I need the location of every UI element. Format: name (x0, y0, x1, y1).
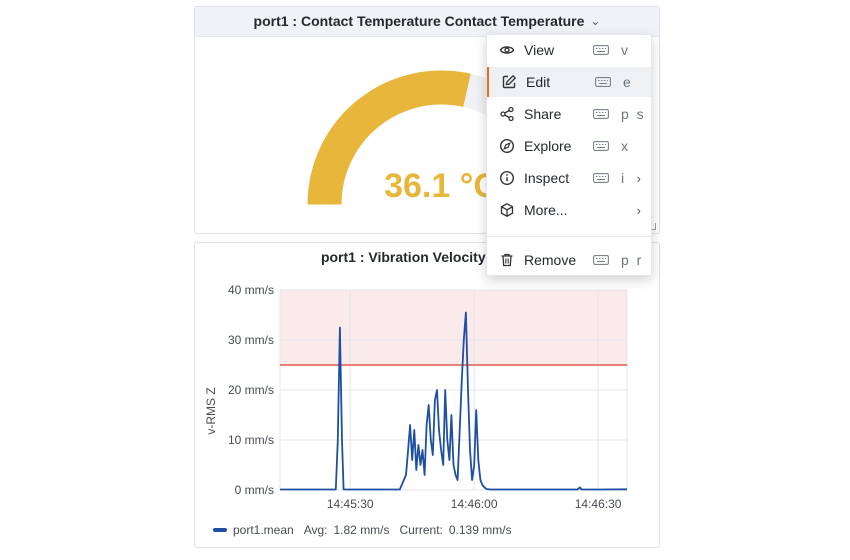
y-axis-label: v-RMS Z (204, 387, 218, 434)
compass-icon (499, 138, 515, 154)
menu-item-explore[interactable]: Explore x (487, 131, 651, 161)
keyboard-icon (593, 255, 609, 265)
y-tick-label: 10 mm/s (228, 433, 274, 447)
y-tick-label: 0 mm/s (235, 483, 274, 497)
menu-item-label: Edit (526, 74, 551, 90)
menu-item-label: More... (524, 202, 568, 218)
legend-current-label: Current: (399, 523, 443, 537)
menu-item-view[interactable]: View v (487, 35, 651, 65)
info-icon (499, 170, 515, 186)
menu-item-label: Inspect (524, 170, 570, 186)
menu-item-label: Share (524, 106, 562, 122)
chevron-right-icon: › (636, 202, 641, 218)
y-tick-label: 30 mm/s (228, 333, 274, 347)
keyboard-icon (593, 141, 609, 151)
keyboard-icon (593, 173, 609, 183)
menu-item-shortcut: i (621, 170, 627, 186)
trash-icon (499, 252, 515, 268)
menu-divider (487, 236, 651, 237)
menu-item-remove[interactable]: Remove p r (487, 245, 651, 275)
legend-avg-value: 1.82 mm/s (333, 523, 390, 537)
legend-series-name: port1.mean (233, 523, 294, 537)
gauge-panel-header[interactable]: port1 : Contact Temperature Contact Temp… (195, 7, 659, 37)
y-tick-label: 40 mm/s (228, 283, 274, 297)
menu-item-inspect[interactable]: Inspect i › (487, 163, 651, 193)
gauge-panel-title: port1 : Contact Temperature Contact Temp… (253, 13, 585, 29)
menu-item-shortcut: p s (621, 106, 646, 122)
chart-panel-header[interactable]: port1 : Vibration Velocity RMS Z (195, 243, 659, 272)
chart-legend[interactable]: port1.mean Avg: 1.82 mm/s Current: 0.139… (213, 523, 512, 537)
menu-item-label: Remove (524, 252, 577, 268)
menu-item-label: View (524, 42, 555, 58)
menu-item-label: Explore (524, 138, 572, 154)
keyboard-icon (593, 45, 609, 55)
chart-panel: port1 : Vibration Velocity RMS Z 0 mm/s 1… (194, 242, 660, 548)
gauge-fill (307, 70, 471, 205)
line-chart: 0 mm/s 10 mm/s 20 mm/s 30 mm/s 40 mm/s 14:45:… (204, 283, 628, 511)
menu-item-shortcut: e (623, 74, 633, 90)
keyboard-icon (595, 77, 611, 87)
resize-handle[interactable] (649, 223, 656, 230)
menu-item-share[interactable]: Share p s (487, 99, 651, 129)
legend-avg-label: Avg: (303, 523, 328, 537)
gauge-value: 36.1 °C (384, 167, 498, 205)
x-tick-label: 14:46:00 (451, 497, 498, 511)
x-tick-label: 14:46:30 (575, 497, 622, 511)
keyboard-icon (593, 109, 609, 119)
menu-item-shortcut: p r (621, 252, 644, 268)
chevron-right-icon: › (636, 170, 641, 186)
menu-item-more[interactable]: More... › (487, 195, 651, 225)
cube-icon (499, 202, 515, 218)
menu-item-shortcut: x (621, 138, 630, 154)
share-icon (499, 106, 515, 122)
panel-context-menu: View v Edit e Share p s Explore x Inspec… (486, 34, 652, 276)
chevron-down-icon[interactable]: ⌄ (590, 14, 601, 28)
menu-item-shortcut: v (621, 42, 630, 58)
chart-panel-title: port1 : Vibration Velocity RMS Z (320, 249, 534, 265)
series-line-port1-mean (280, 311, 628, 491)
legend-swatch (213, 528, 227, 532)
eye-icon (499, 42, 515, 58)
y-tick-label: 20 mm/s (228, 383, 274, 397)
menu-item-edit[interactable]: Edit e (487, 67, 651, 97)
threshold-area (280, 290, 627, 365)
legend-current-value: 0.139 mm/s (448, 523, 512, 537)
edit-icon (501, 74, 517, 90)
x-tick-label: 14:45:30 (327, 497, 374, 511)
